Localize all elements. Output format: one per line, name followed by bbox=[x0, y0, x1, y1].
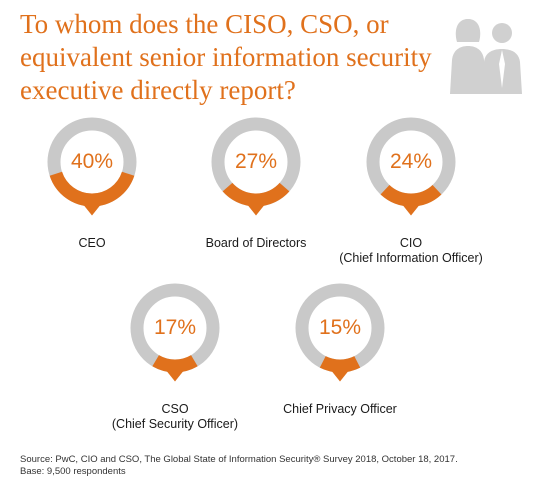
chart-title: To whom does the CISO, CSO, or equivalen… bbox=[20, 9, 432, 105]
value-label-ceo: 40% bbox=[70, 150, 114, 173]
people-icon bbox=[450, 19, 522, 94]
category-label-cio: CIO (Chief Information Officer) bbox=[311, 236, 511, 266]
ring-pointer-ceo bbox=[84, 205, 100, 216]
ring-value-arc-cso bbox=[152, 354, 198, 373]
category-subname: (Chief Security Officer) bbox=[111, 417, 239, 431]
source-note: Source: PwC, CIO and CSO, The Global Sta… bbox=[20, 454, 530, 478]
ring-pointer-board bbox=[248, 205, 264, 216]
category-label-board: Board of Directors bbox=[156, 236, 356, 251]
category-name: CEO bbox=[78, 236, 106, 250]
category-subname: (Chief Information Officer) bbox=[339, 251, 483, 265]
category-label-cpo: Chief Privacy Officer bbox=[240, 402, 440, 417]
ring-value-arc-board bbox=[222, 182, 290, 207]
base-line: Base: 9,500 respondents bbox=[20, 466, 126, 477]
value-label-cio: 24% bbox=[389, 150, 433, 173]
category-name: CIO bbox=[399, 236, 423, 250]
category-label-ceo: CEO bbox=[0, 236, 192, 251]
category-name: Chief Privacy Officer bbox=[283, 402, 397, 416]
ring-value-arc-cpo bbox=[319, 355, 361, 373]
value-label-board: 27% bbox=[234, 150, 278, 173]
value-label-cso: 17% bbox=[153, 316, 197, 339]
value-label-cpo: 15% bbox=[318, 316, 362, 339]
category-name: CSO bbox=[161, 402, 189, 416]
source-line: Source: PwC, CIO and CSO, The Global Sta… bbox=[20, 454, 458, 465]
ring-pointer-cso bbox=[167, 371, 183, 382]
category-name: Board of Directors bbox=[205, 236, 307, 250]
ring-pointer-cio bbox=[403, 205, 419, 216]
ring-value-arc-cio bbox=[380, 184, 442, 207]
ring-value-arc-ceo bbox=[49, 171, 135, 207]
category-label-cso: CSO (Chief Security Officer) bbox=[75, 402, 275, 432]
ring-pointer-cpo bbox=[332, 371, 348, 382]
